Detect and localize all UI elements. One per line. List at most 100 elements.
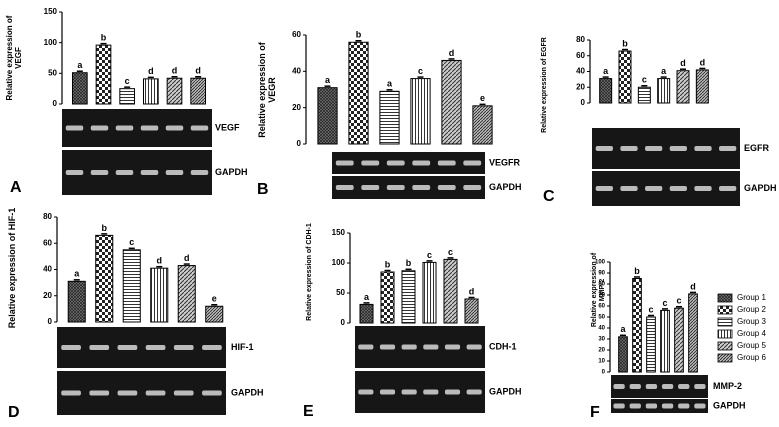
- significance-letter: c: [129, 237, 134, 247]
- significance-letter: d: [700, 57, 706, 67]
- y-tick-label: 60: [576, 51, 585, 60]
- gel-band: [117, 345, 138, 350]
- gel-band: [379, 344, 396, 350]
- significance-letter: d: [184, 253, 190, 263]
- bar: [95, 44, 112, 105]
- gel-band: [90, 125, 109, 131]
- bar: [401, 270, 416, 324]
- gel-image: [57, 371, 226, 415]
- y-axis-label: Relative expression of HIF-1: [7, 207, 17, 329]
- gel-band: [190, 170, 209, 175]
- gel-band: [463, 185, 482, 190]
- significance-letter: b: [634, 266, 640, 276]
- bar: [380, 271, 395, 324]
- bar: [410, 78, 431, 145]
- panel-letter: D: [8, 404, 20, 421]
- bar: [695, 69, 709, 104]
- legend-swatch: [717, 293, 733, 303]
- gel-band: [694, 384, 706, 389]
- bar: [67, 280, 86, 323]
- panel-letter: C: [543, 188, 555, 205]
- gel-image: [611, 375, 708, 398]
- y-tick-label: 0: [581, 98, 586, 107]
- legend-label: Group 2: [737, 305, 766, 314]
- gel-band: [645, 186, 663, 191]
- y-tick-label: 80: [43, 212, 52, 221]
- gel-band: [645, 403, 658, 409]
- significance-letter: c: [676, 296, 681, 306]
- gel-image: [592, 128, 740, 169]
- bar: [379, 90, 400, 145]
- gel-band: [629, 384, 641, 389]
- gel-band: [613, 403, 625, 409]
- gel-band: [645, 384, 658, 389]
- significance-letter: d: [195, 66, 201, 76]
- bar: [599, 78, 613, 104]
- bar: [142, 78, 159, 105]
- bar: [177, 265, 196, 323]
- y-tick-label: 0: [602, 370, 606, 376]
- gel-band: [117, 390, 138, 396]
- bar: [660, 309, 670, 373]
- gel-image: [62, 109, 212, 147]
- gel-band: [165, 125, 184, 131]
- gel-band: [115, 170, 134, 175]
- gel-band: [620, 146, 638, 151]
- gel-label: GAPDH: [489, 386, 522, 396]
- significance-letter: d: [690, 281, 696, 291]
- gel-image: [332, 176, 485, 199]
- gel-label: VEGF: [215, 122, 240, 132]
- gel-label: GAPDH: [231, 387, 264, 397]
- gel-band: [694, 146, 712, 151]
- significance-letter: b: [622, 38, 628, 48]
- gel-band: [358, 389, 374, 395]
- gel-image: [332, 152, 485, 174]
- y-tick-label: 20: [43, 291, 52, 300]
- y-tick-label: 40: [598, 326, 605, 332]
- significance-letter: b: [385, 259, 391, 269]
- y-axis-label: Relative expression of MMP-2: [591, 252, 606, 328]
- gel-band: [386, 160, 405, 166]
- legend-label: Group 6: [737, 353, 766, 362]
- significance-letter: a: [661, 66, 667, 76]
- gel-band: [173, 345, 194, 350]
- gel-band: [202, 345, 222, 350]
- y-tick-label: 0: [48, 317, 53, 326]
- legend-swatch: [717, 353, 733, 363]
- gel-band: [89, 345, 110, 350]
- bar: [443, 258, 458, 324]
- bar: [657, 78, 671, 104]
- bar: [618, 336, 628, 373]
- gel-band: [661, 384, 674, 389]
- bar: [150, 267, 169, 323]
- gel-band: [669, 186, 687, 191]
- y-axis-label: Relative expression of VEGF: [5, 15, 23, 101]
- y-tick-label: 90: [598, 271, 605, 277]
- significance-letter: a: [387, 79, 393, 89]
- gel-band: [719, 146, 737, 151]
- significance-letter: e: [212, 294, 217, 304]
- y-tick-label: 50: [48, 68, 57, 77]
- y-tick-label: 60: [292, 30, 301, 39]
- significance-letter: e: [480, 93, 485, 103]
- gel-band: [423, 389, 439, 395]
- bar: [632, 278, 642, 373]
- y-tick-label: 60: [43, 238, 52, 247]
- gel-band: [379, 389, 396, 395]
- y-tick-label: 20: [292, 103, 301, 112]
- y-tick-label: 80: [598, 282, 605, 288]
- gel-band: [61, 345, 81, 350]
- significance-letter: c: [125, 76, 130, 86]
- gel-band: [361, 185, 380, 190]
- gel-label: GAPDH: [713, 400, 746, 410]
- bar: [71, 72, 88, 105]
- gel-band: [335, 160, 354, 166]
- gel-band: [202, 390, 222, 396]
- gel-band: [145, 390, 166, 396]
- gel-band: [466, 389, 482, 395]
- bar: [676, 70, 690, 104]
- gel-band: [719, 186, 737, 191]
- y-tick-label: 100: [332, 258, 346, 267]
- y-axis-label: Relative expression of VEGR: [257, 42, 277, 138]
- significance-letter: a: [74, 269, 80, 279]
